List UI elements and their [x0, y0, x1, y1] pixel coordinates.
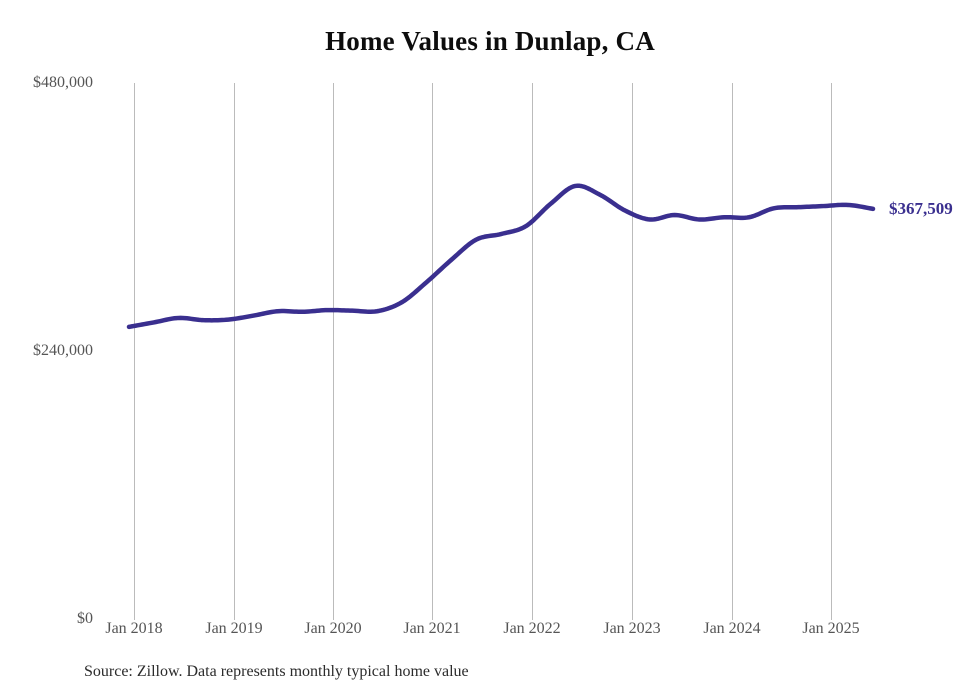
- gridline-jan-2021: [432, 83, 433, 620]
- gridline-jan-2023: [632, 83, 633, 620]
- x-axis-tick-label-jan-2024: Jan 2024: [703, 620, 761, 637]
- x-axis-tick-label-jan-2019: Jan 2019: [205, 620, 263, 637]
- page-title: Home Values in Dunlap, CA: [325, 26, 655, 56]
- x-axis-tick-label-jan-2018: Jan 2018: [105, 620, 163, 637]
- y-axis-tick-label-0: $0: [77, 610, 93, 627]
- x-axis-tick-label-jan-2022: Jan 2022: [503, 620, 561, 637]
- gridline-jan-2019: [234, 83, 235, 620]
- gridline-jan-2024: [732, 83, 733, 620]
- gridline-jan-2025: [831, 83, 832, 620]
- x-axis-tick-label-jan-2021: Jan 2021: [403, 620, 461, 637]
- end-value-annotation: $367,509: [889, 198, 953, 218]
- gridline-jan-2020: [333, 83, 334, 620]
- gridline-jan-2022: [532, 83, 533, 620]
- gridline-jan-2018: [134, 83, 135, 620]
- y-axis-tick-label-480000: $480,000: [33, 74, 93, 91]
- source-note: Source: Zillow. Data represents monthly …: [84, 663, 469, 680]
- home-value-series-line: [126, 183, 876, 330]
- x-axis-tick-label-jan-2023: Jan 2023: [603, 620, 661, 637]
- x-axis-tick-label-jan-2020: Jan 2020: [304, 620, 362, 637]
- x-axis-tick-label-jan-2025: Jan 2025: [802, 620, 860, 637]
- y-axis-tick-label-240000: $240,000: [33, 342, 93, 359]
